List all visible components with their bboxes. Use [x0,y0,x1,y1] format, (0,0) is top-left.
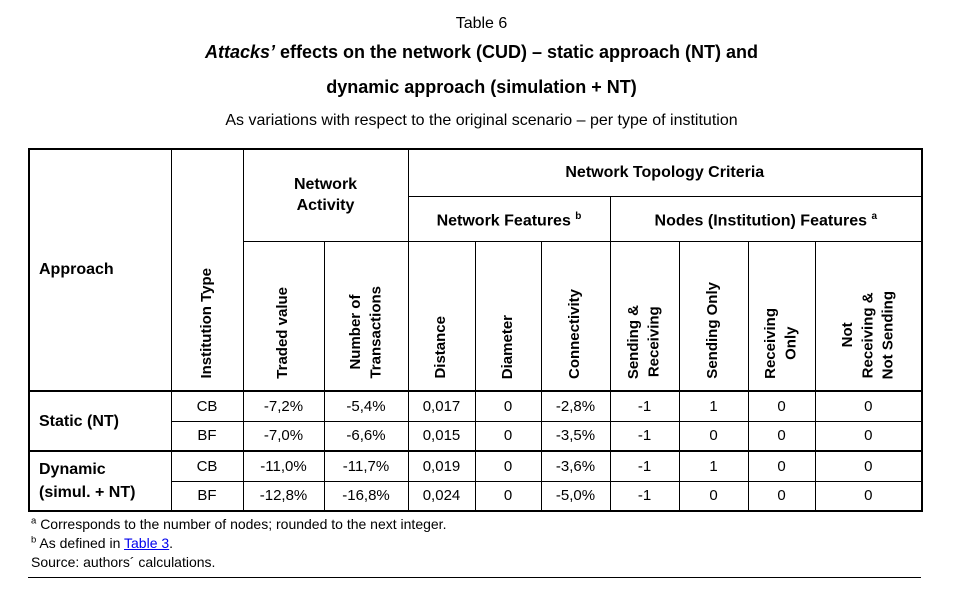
network-features-label: Network Features [436,212,571,230]
cell-distance: 0,015 [407,420,476,452]
cell-traded-value: -7,2% [242,390,325,422]
cell-diameter: 0 [474,480,542,512]
group-header-network-features: Network Features b [407,195,611,242]
cell-sending-only: 1 [678,450,749,482]
table-3-link[interactable]: Table 3 [124,535,170,551]
footnotes: a Corresponds to the number of nodes; ro… [28,512,921,578]
table-subtitle: As variations with respect to the origin… [225,112,738,129]
cell-distance: 0,024 [407,480,476,512]
cell-diameter: 0 [474,390,542,422]
cell-not-receiving-not-sending: 0 [814,390,923,422]
cell-diameter: 0 [474,420,542,452]
footnote-b-text-after: . [169,535,174,551]
cell-sending-receiving: -1 [609,450,680,482]
table-row: Static (NT) CB -7,2% -5,4% 0,017 0 -2,8%… [28,390,923,452]
cell-receiving-only: 0 [747,420,816,452]
footnote-b-marker: b [31,534,37,546]
cell-receiving-only: 0 [747,390,816,422]
cell-sending-only: 0 [678,420,749,452]
cell-receiving-only: 0 [747,480,816,512]
cell-institution: BF [170,420,244,452]
table-title-italic: Attacks’ [204,42,275,62]
cell-number-of-transactions: -6,6% [323,420,409,452]
cell-number-of-transactions: -16,8% [323,480,409,512]
nodes-features-label: Nodes (Institution) Features [654,212,867,230]
group-header-network-activity: Network Activity [242,148,409,242]
title-block: Table 6 Attacks’ effects on the network … [0,0,963,136]
table-number: Table 6 [455,15,508,32]
cell-connectivity: -5,0% [540,480,611,512]
cell-institution: CB [170,390,244,422]
column-header-institution-type: Institution Type [170,148,244,392]
column-header-connectivity: Connectivity [540,240,611,392]
column-header-distance: Distance [407,240,476,392]
cell-distance: 0,017 [407,390,476,422]
footnote-source: Source: authors´ calculations. [31,554,216,570]
table-title-line2: dynamic approach (simulation + NT) [326,77,637,97]
column-header-diameter: Diameter [474,240,542,392]
cell-connectivity: -2,8% [540,390,611,422]
table-title-line1: Attacks’ effects on the network (CUD) – … [0,35,963,70]
network-features-sup: b [575,210,582,222]
cell-sending-receiving: -1 [609,480,680,512]
cell-sending-only: 1 [678,390,749,422]
table-row: BF -12,8% -16,8% 0,024 0 -5,0% -1 0 0 0 [29,480,923,512]
data-table: Approach Institution Type Network Activi… [28,148,924,512]
group-header-nodes-features: Nodes (Institution) Features a [609,195,923,242]
cell-sending-only: 0 [678,480,749,512]
cell-not-receiving-not-sending: 0 [814,480,923,512]
column-header-not-receiving-not-sending: Not Receiving & Not Sending [814,240,923,392]
nodes-features-sup: a [871,210,878,222]
footnote-a-text: Corresponds to the number of nodes; roun… [40,516,447,532]
table-container: Approach Institution Type Network Activi… [28,148,924,578]
cell-institution: BF [170,480,244,512]
footnote-b-text: As defined in [39,535,125,551]
cell-traded-value: -11,0% [242,450,325,482]
column-header-receiving-only: Receiving Only [747,240,816,392]
cell-not-receiving-not-sending: 0 [814,450,923,482]
cell-traded-value: -7,0% [242,420,325,452]
cell-connectivity: -3,5% [540,420,611,452]
cell-sending-receiving: -1 [609,390,680,422]
footnote-a: a Corresponds to the number of nodes; ro… [31,515,919,534]
cell-distance: 0,019 [407,450,476,482]
cell-receiving-only: 0 [747,450,816,482]
column-header-sending-receiving: Sending & Receiving [609,240,680,392]
cell-connectivity: -3,6% [540,450,611,482]
cell-number-of-transactions: -11,7% [323,450,409,482]
cell-number-of-transactions: -5,4% [323,390,409,422]
cell-sending-receiving: -1 [609,420,680,452]
column-header-approach: Approach [28,148,172,392]
table-row: Dynamic (simul. + NT) CB -11,0% -11,7% 0… [28,450,923,512]
column-header-traded-value: Traded value [242,240,325,392]
column-header-sending-only: Sending Only [678,240,749,392]
table-row: BF -7,0% -6,6% 0,015 0 -3,5% -1 0 0 0 [29,420,923,452]
footnote-b: b As defined in Table 3. [31,534,919,553]
row-group-static: Static (NT) [28,390,172,452]
table-title-rest: effects on the network (CUD) – static ap… [274,42,759,62]
row-group-dynamic: Dynamic (simul. + NT) [28,450,172,512]
cell-traded-value: -12,8% [242,480,325,512]
cell-not-receiving-not-sending: 0 [814,420,923,452]
cell-institution: CB [170,450,244,482]
footnote-a-marker: a [31,515,37,527]
group-header-network-topology-criteria: Network Topology Criteria [407,148,923,197]
cell-diameter: 0 [474,450,542,482]
institution-type-label: Institution Type [197,268,215,379]
column-header-number-of-transactions: Number of Transactions [323,240,409,392]
